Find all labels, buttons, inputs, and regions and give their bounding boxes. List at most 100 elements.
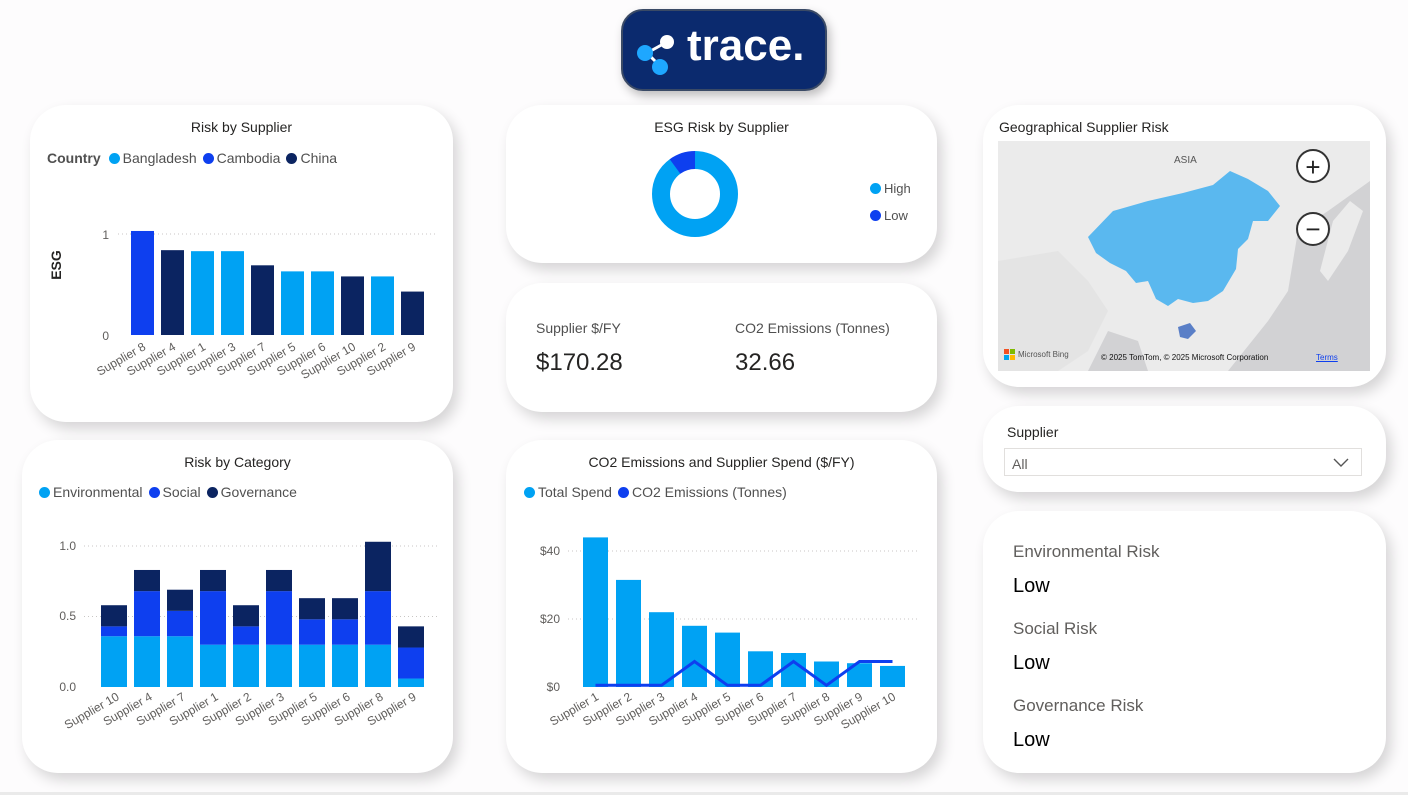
legend-item-low[interactable]: Low <box>870 202 911 229</box>
logo-wordmark: trace. <box>687 21 805 70</box>
co2-spend-card: CO2 Emissions and Supplier Spend ($/FY) … <box>506 440 937 773</box>
legend-item-high[interactable]: High <box>870 175 911 202</box>
legend-title: Country <box>47 150 101 166</box>
stacked-bar-segment <box>200 569 226 592</box>
bar <box>781 653 806 687</box>
donut-slice <box>652 151 738 237</box>
bar <box>583 537 608 687</box>
legend-dot <box>108 152 120 164</box>
legend-dot <box>524 486 535 498</box>
co2-emissions-label: CO2 Emissions (Tonnes) <box>735 320 890 336</box>
legend-item-governance[interactable]: Governance <box>206 484 297 500</box>
supplier-filter-label: Supplier <box>1007 424 1059 440</box>
stacked-bar-segment <box>299 598 325 620</box>
stacked-bar-segment <box>233 605 259 627</box>
stacked-bar-segment <box>299 619 325 645</box>
geo-map-title: Geographical Supplier Risk <box>999 119 1169 135</box>
donut-slice <box>652 151 738 238</box>
stacked-bar-segment <box>167 610 193 637</box>
zoom-out-button[interactable]: − <box>1296 212 1330 246</box>
stacked-bar-segment <box>233 644 259 687</box>
legend-dot <box>870 210 881 221</box>
legend-item-bangladesh[interactable]: Bangladesh <box>108 150 197 166</box>
co2-line <box>595 659 893 688</box>
supplier-dropdown[interactable]: All <box>1004 448 1362 476</box>
stacked-bar-segment <box>266 591 292 645</box>
supplier-spend-label: Supplier $/FY <box>536 320 621 336</box>
y-axis-label: ESG <box>48 250 64 280</box>
stacked-bar-segment <box>398 678 424 687</box>
bar <box>131 230 154 335</box>
legend-item-china[interactable]: China <box>286 150 337 166</box>
china-highlight <box>1088 171 1280 306</box>
stacked-bar-segment <box>365 541 391 592</box>
bar <box>191 251 214 335</box>
esg-risk-title: ESG Risk by Supplier <box>654 119 789 135</box>
legend-dot <box>286 152 298 164</box>
risk-by-category-legend: Environmental Social Governance <box>39 484 303 500</box>
cambodia-highlight <box>1178 323 1196 339</box>
trace-logo: trace. <box>621 9 827 91</box>
stacked-bar-segment <box>365 644 391 687</box>
map-area[interactable]: ASIA + − Microsoft Bing © 2025 TomTom, ©… <box>998 141 1370 371</box>
stacked-bar-segment <box>101 605 127 627</box>
legend-dot <box>202 152 214 164</box>
bar <box>251 265 274 335</box>
stacked-bar-segment <box>332 619 358 645</box>
bar <box>341 276 364 335</box>
bar <box>371 276 394 335</box>
stacked-bar-segment <box>200 644 226 687</box>
stacked-bar-segment <box>299 644 325 687</box>
risk-by-supplier-card: Risk by Supplier Country Bangladesh Camb… <box>30 105 453 422</box>
esg-risk-legend: High Low <box>870 175 911 229</box>
co2-emissions-value: 32.66 <box>735 349 796 376</box>
bar <box>616 579 641 687</box>
environmental-risk-value: Low <box>1013 575 1050 597</box>
map-terms-link[interactable]: Terms <box>1316 353 1338 362</box>
risk-by-supplier-title: Risk by Supplier <box>190 119 293 135</box>
y-tick-label: 1 <box>102 228 109 242</box>
co2-spend-title: CO2 Emissions and Supplier Spend ($/FY) <box>588 454 855 470</box>
windows-logo-icon <box>1004 349 1015 360</box>
supplier-dropdown-value: All <box>1012 456 1028 472</box>
stacked-bar-segment <box>167 636 193 687</box>
legend-dot <box>148 486 160 498</box>
stacked-bar-segment <box>332 644 358 687</box>
legend-item-total-spend[interactable]: Total Spend <box>524 484 612 500</box>
stacked-bar-segment <box>167 589 193 611</box>
environmental-risk-label: Environmental Risk <box>1013 542 1160 561</box>
y-tick-label: $40 <box>540 544 560 558</box>
esg-risk-donut[interactable] <box>506 105 937 263</box>
esg-risk-card: ESG Risk by Supplier High Low <box>506 105 937 263</box>
stacked-bar-segment <box>365 591 391 645</box>
stacked-bar-segment <box>134 636 160 687</box>
legend-item-cambodia[interactable]: Cambodia <box>202 150 280 166</box>
risk-by-supplier-legend: Country Bangladesh Cambodia China <box>47 150 343 166</box>
y-tick-label: 0 <box>102 329 109 343</box>
stacked-bar-segment <box>101 626 127 637</box>
bar <box>311 271 334 335</box>
supplier-filter-card: Supplier All <box>983 406 1386 492</box>
plus-icon: + <box>1305 152 1321 182</box>
legend-dot <box>617 486 629 498</box>
bar <box>401 291 424 335</box>
japan-land <box>1320 201 1363 281</box>
map-svg: ASIA <box>998 141 1370 371</box>
supplier-spend-value: $170.28 <box>536 349 623 376</box>
bar <box>682 625 707 687</box>
geo-map-card: Geographical Supplier Risk ASIA + − Micr… <box>983 105 1386 387</box>
legend-item-social[interactable]: Social <box>148 484 201 500</box>
chevron-down-icon <box>1333 458 1349 467</box>
stacked-bar-segment <box>398 626 424 648</box>
y-tick-label: 0.5 <box>59 609 76 623</box>
legend-item-co2-emissions[interactable]: CO2 Emissions (Tonnes) <box>617 484 787 500</box>
zoom-in-button[interactable]: + <box>1296 149 1330 183</box>
stacked-bar-segment <box>398 647 424 679</box>
y-tick-label: 0.0 <box>59 680 76 694</box>
legend-item-environmental[interactable]: Environmental <box>39 484 143 500</box>
stacked-bar-segment <box>200 591 226 645</box>
co2-spend-legend: Total Spend CO2 Emissions (Tonnes) <box>524 484 793 500</box>
